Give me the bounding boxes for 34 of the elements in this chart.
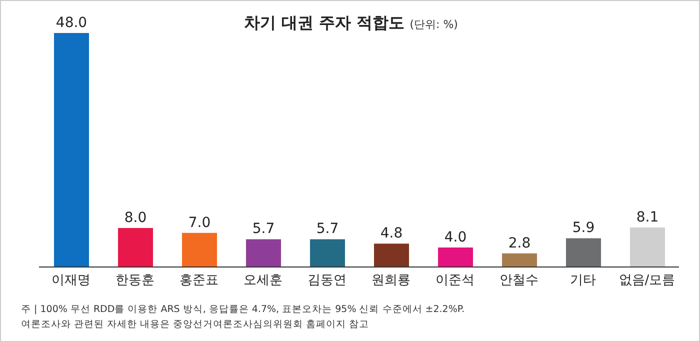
x-tick-label: 이준석 <box>436 273 474 288</box>
text: 주 | 100% 무선 RDD를 이용한 ARS 방식, 응답률은 4.7%, 표본오차는 95% 신뢰 수준에서 ±2.2%P. <box>21 303 465 317</box>
data-label: 4.8 <box>380 226 403 242</box>
bar <box>118 228 153 267</box>
data-label: 2.8 <box>508 235 531 252</box>
x-tick-label: 오세훈 <box>244 273 282 288</box>
bar <box>502 253 537 267</box>
bar <box>566 238 601 267</box>
x-tick-label: 김동연 <box>308 273 346 288</box>
bar <box>246 239 281 267</box>
data-label: 5.7 <box>252 221 275 238</box>
bar <box>310 239 345 267</box>
x-tick-label: 기타 <box>570 273 596 288</box>
chart-subtitle: (단위: %) <box>410 18 458 31</box>
text: 여론조사와 관련된 자세한 내용은 중앙선거여론조사심의위원회 홈페이지 참고 <box>21 318 370 332</box>
x-tick-label: 한동훈 <box>116 273 154 288</box>
data-label: 7.0 <box>188 214 211 231</box>
x-tick-label: 원희룡 <box>372 273 410 288</box>
data-label: 5.9 <box>572 220 595 236</box>
x-tick-label: 이재명 <box>52 273 90 288</box>
x-tick-label: 없음/모름 <box>618 273 676 288</box>
data-label: 8.0 <box>124 210 147 226</box>
bar <box>438 248 473 267</box>
bar <box>630 228 665 267</box>
data-label: 48.0 <box>56 15 88 31</box>
x-tick-label: 홍준표 <box>180 273 218 288</box>
bar <box>374 244 409 267</box>
bar <box>182 232 217 267</box>
data-label: 8.1 <box>636 210 659 226</box>
chart-title: 차기 대권 주자 적합도 <box>244 13 405 32</box>
data-label: 5.7 <box>316 221 339 238</box>
x-tick-label: 안철수 <box>500 273 538 288</box>
bar <box>54 33 89 267</box>
data-label: 4.0 <box>444 230 467 246</box>
